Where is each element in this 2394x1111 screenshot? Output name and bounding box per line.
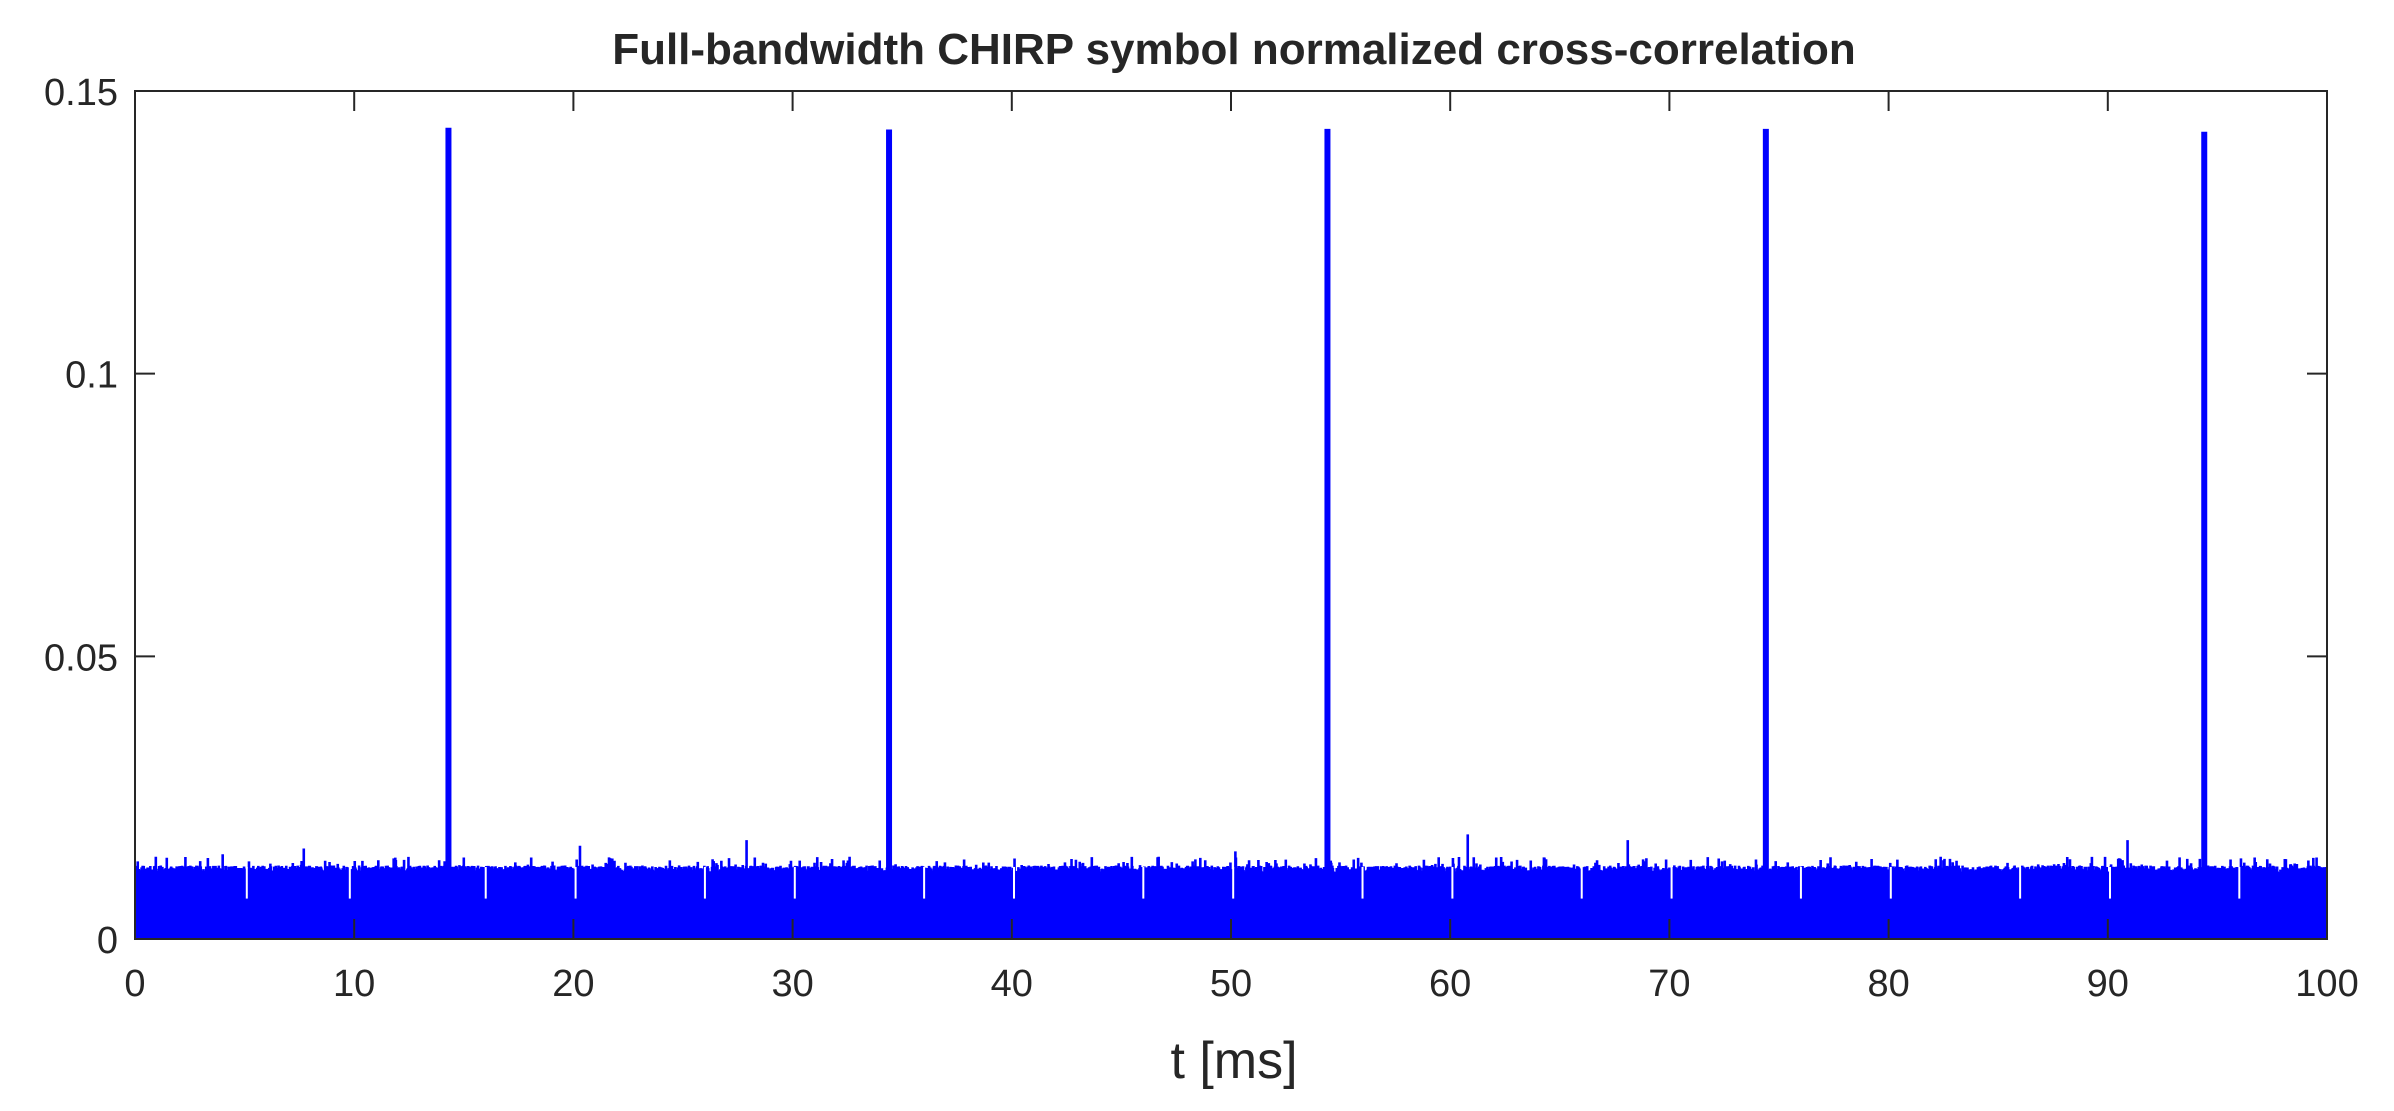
- chart-title: Full-bandwidth CHIRP symbol normalized c…: [612, 25, 1856, 74]
- y-tick-label: 0.15: [44, 72, 118, 114]
- x-tick-label: 30: [771, 963, 813, 1005]
- x-tick-label: 90: [2087, 963, 2129, 1005]
- y-tick-label: 0: [97, 920, 118, 962]
- x-tick-label: 0: [124, 963, 145, 1005]
- y-axis: 0 0.05 0.1 0.15: [44, 72, 2327, 962]
- x-axis-label: t [ms]: [1170, 1032, 1297, 1090]
- x-tick-label: 100: [2295, 963, 2358, 1005]
- x-tick-label: 60: [1429, 963, 1471, 1005]
- x-tick-label: 80: [1867, 963, 1909, 1005]
- x-tick-label: 10: [333, 963, 375, 1005]
- y-tick-label: 0.1: [65, 355, 118, 397]
- y-tick-label: 0.05: [44, 637, 118, 679]
- x-tick-label: 50: [1210, 963, 1252, 1005]
- x-tick-label: 70: [1648, 963, 1690, 1005]
- x-tick-label: 20: [552, 963, 594, 1005]
- x-tick-label: 40: [991, 963, 1033, 1005]
- x-axis: 0 10 20 30 40 50 60 70 80 90 100: [124, 91, 2359, 1005]
